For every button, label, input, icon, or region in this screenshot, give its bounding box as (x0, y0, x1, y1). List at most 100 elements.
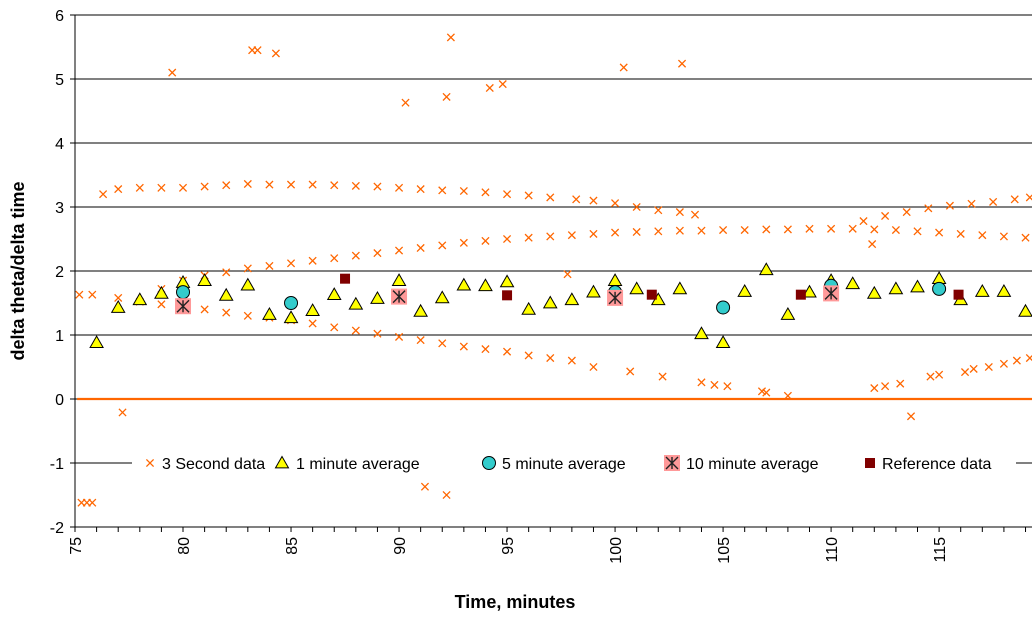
three-second-point (868, 240, 877, 249)
ten-minute-point (823, 285, 840, 302)
one-minute-point (262, 307, 277, 320)
series-three-second-point (75, 33, 1032, 507)
three-second-point (200, 182, 209, 191)
reference-point (953, 289, 964, 300)
one-minute-point (910, 279, 925, 293)
three-second-point (989, 197, 998, 206)
three-second-point (999, 232, 1008, 241)
series-one-minute-point (89, 262, 1032, 349)
three-second-point (253, 46, 262, 55)
three-second-point (416, 185, 425, 194)
three-second-point (373, 249, 382, 258)
three-second-point (308, 319, 317, 328)
three-second-point (1021, 233, 1030, 242)
three-second-point (271, 49, 280, 58)
three-second-point (984, 362, 993, 372)
y-axis-title: delta theta/delta time (8, 181, 28, 360)
three-second-point (654, 206, 663, 215)
x-tick-label: 100 (608, 537, 625, 564)
three-second-point (481, 345, 490, 354)
one-minute-point (218, 287, 234, 301)
three-second-point (438, 339, 447, 348)
three-second-point (710, 380, 719, 389)
three-second-point (589, 229, 598, 238)
three-second-point (481, 236, 490, 245)
three-second-point (881, 382, 890, 391)
marker-asterisk (176, 299, 190, 313)
one-minute-point (607, 273, 623, 286)
three-second-point (524, 191, 533, 200)
three-second-point (783, 391, 792, 400)
three-second-point (967, 199, 976, 208)
x-tick-label: 90 (392, 537, 409, 555)
legend-item: 1 minute average (274, 455, 420, 473)
three-second-point (757, 387, 767, 396)
three-second-point (924, 204, 933, 213)
three-second-point (442, 92, 451, 101)
one-minute-point (456, 277, 472, 291)
three-second-point (654, 227, 663, 236)
three-second-point (926, 372, 935, 381)
five-minute-point (284, 296, 299, 310)
one-minute-point (110, 299, 126, 313)
three-second-point (675, 208, 684, 217)
three-second-point (420, 482, 430, 491)
marker-asterisk (392, 290, 406, 304)
three-second-point (740, 225, 749, 235)
three-second-point (524, 233, 533, 242)
legend-label: 1 minute average (296, 456, 420, 473)
three-second-point (157, 300, 166, 309)
three-second-point (168, 68, 177, 77)
one-minute-point (89, 335, 104, 349)
one-minute-point (694, 326, 709, 340)
three-second-point (611, 199, 620, 208)
legend-item: 5 minute average (482, 456, 626, 473)
three-second-point (118, 408, 127, 417)
three-second-point (330, 254, 339, 263)
three-second-point (859, 217, 868, 226)
three-second-point (200, 305, 209, 314)
three-second-point (1010, 195, 1019, 204)
three-second-point (1025, 193, 1032, 202)
three-second-point (572, 195, 581, 204)
legend-swatch (664, 455, 680, 471)
y-tick-label: 5 (55, 72, 64, 89)
tick-labels: -2 -1 0 1 2 3 4 5 6 75 80 85 90 95 100 105 110 115 (50, 8, 1027, 564)
three-second-point (498, 80, 507, 89)
ten-minute-point (607, 289, 624, 306)
three-second-point (88, 498, 97, 507)
three-second-point (697, 378, 706, 387)
one-minute-point (499, 274, 515, 288)
y-tick-label: -2 (50, 520, 64, 537)
marker-asterisk (824, 286, 838, 300)
three-second-point (373, 182, 382, 191)
x-axis-title: Time, minutes (455, 592, 576, 612)
one-minute-point (542, 295, 558, 309)
legend-item: 3 Second data (145, 456, 265, 473)
three-second-point (870, 225, 879, 234)
legend-label: 10 minute average (686, 456, 819, 473)
three-second-point (459, 186, 468, 196)
three-second-point (896, 379, 905, 388)
three-second-point (723, 382, 732, 391)
three-second-point (135, 183, 144, 192)
three-second-point (969, 364, 978, 373)
three-second-point (114, 185, 123, 194)
x-tick-label: 105 (716, 537, 733, 564)
one-minute-point (845, 276, 861, 290)
three-second-point (286, 259, 296, 268)
one-minute-point (1018, 303, 1032, 317)
one-minute-point (326, 287, 342, 301)
one-minute-point (413, 303, 429, 317)
legend-swatch (145, 458, 155, 468)
three-second-point (978, 231, 987, 240)
three-second-point (394, 332, 404, 341)
y-tick-label: 6 (55, 8, 64, 25)
one-minute-point (888, 281, 904, 295)
one-minute-point (240, 277, 256, 291)
reference-point (502, 290, 513, 301)
three-second-point (351, 251, 360, 260)
y-tick-label: 0 (55, 392, 64, 409)
three-second-point (524, 351, 533, 360)
three-second-point (243, 311, 252, 320)
